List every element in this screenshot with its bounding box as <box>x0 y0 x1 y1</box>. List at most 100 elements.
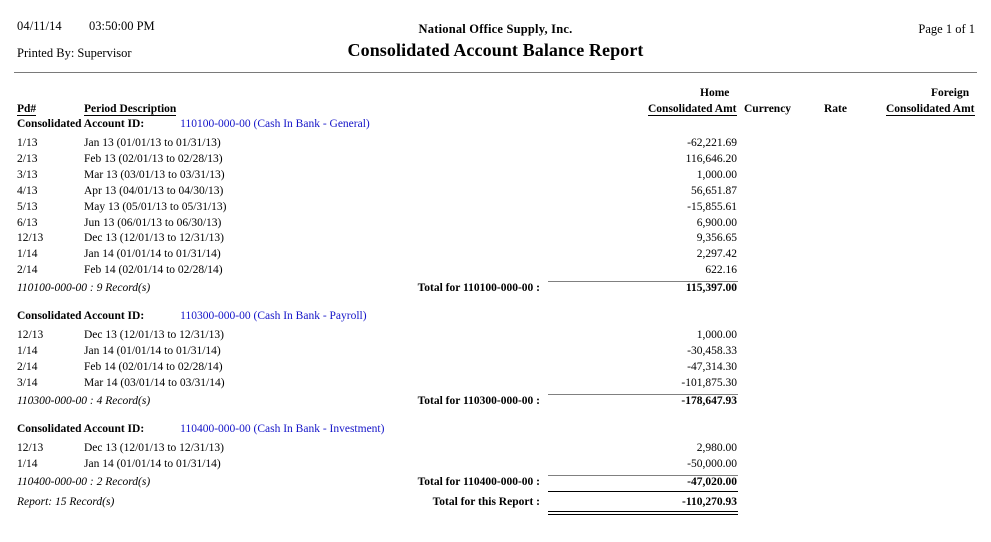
row-period-number: 6/13 <box>17 216 38 229</box>
header-divider <box>14 72 977 73</box>
row-period-description: Jan 14 (01/01/14 to 01/31/14) <box>84 457 221 470</box>
row-period-description: Dec 13 (12/01/13 to 12/31/13) <box>84 441 224 454</box>
section-record-count: 110400-000-00 : 2 Record(s) <box>17 475 151 488</box>
page-indicator: Page 1 of 1 <box>918 22 975 36</box>
row-period-number: 3/14 <box>17 376 38 389</box>
row-period-description: Dec 13 (12/01/13 to 12/31/13) <box>84 329 224 342</box>
account-id-value[interactable]: 110400-000-00 (Cash In Bank - Investment… <box>180 422 385 435</box>
subtotal-divider <box>548 281 738 283</box>
row-period-number: 5/13 <box>17 200 38 213</box>
row-period-number: 12/13 <box>17 441 44 454</box>
row-period-description: Feb 13 (02/01/13 to 02/28/13) <box>84 152 223 165</box>
section-total-amount: 115,397.00 <box>685 282 737 295</box>
section-total-label: Total for 110400-000-00 : <box>417 475 540 488</box>
row-period-number: 2/14 <box>17 360 38 373</box>
grand-total-divider-bottom-1 <box>548 511 738 512</box>
table-row: 12/13 Dec 13 (12/01/13 to 12/31/13) 2,980.… <box>0 442 991 458</box>
row-consolidated-amount: -62,221.69 <box>687 137 737 149</box>
row-period-description: Jan 13 (01/01/13 to 01/31/13) <box>84 137 221 149</box>
grand-total-divider-bottom-2 <box>548 514 738 515</box>
column-header-period-description: Period Description <box>84 103 177 116</box>
subtotal-divider <box>548 474 738 476</box>
row-period-number: 2/14 <box>17 264 38 277</box>
row-period-number: 12/13 <box>17 329 44 342</box>
row-period-number: 4/13 <box>17 184 38 197</box>
section-record-count: 110300-000-00 : 4 Record(s) <box>17 394 151 407</box>
account-id-value[interactable]: 110100-000-00 (Cash In Bank - General) <box>180 118 370 130</box>
row-period-number: 2/13 <box>17 152 38 165</box>
row-consolidated-amount: 2,980.00 <box>696 441 737 454</box>
report-total-amount: -110,270.93 <box>682 496 737 508</box>
table-row: 3/13 Mar 13 (03/01/13 to 03/31/13) 1,000.0… <box>0 169 991 185</box>
row-period-number: 12/13 <box>17 232 44 245</box>
row-period-description: Dec 13 (12/01/13 to 12/31/13) <box>84 232 224 245</box>
row-period-number: 1/14 <box>17 248 38 261</box>
row-period-description: Apr 13 (04/01/13 to 04/30/13) <box>84 184 224 197</box>
row-period-description: May 13 (05/01/13 to 05/31/13) <box>84 200 227 213</box>
table-row: 4/13 Apr 13 (04/01/13 to 04/30/13) 56,651.… <box>0 185 991 201</box>
column-header-rate: Rate <box>824 103 847 115</box>
row-period-description: Jan 14 (01/01/14 to 01/31/14) <box>84 248 221 261</box>
report-record-count: Report: 15 Record(s) <box>17 496 115 508</box>
section-record-count: 110100-000-00 : 9 Record(s) <box>17 282 151 295</box>
account-id-label: Consolidated Account ID: <box>17 422 145 435</box>
row-consolidated-amount: 1,000.00 <box>696 168 737 181</box>
account-header: Consolidated Account ID: 110400-000-00 (C… <box>17 423 384 435</box>
table-row: 5/13 May 13 (05/01/13 to 05/31/13) -15,855… <box>0 201 991 217</box>
account-header: Consolidated Account ID: 110100-000-00 (C… <box>17 118 370 130</box>
company-name: National Office Supply, Inc. <box>418 22 573 36</box>
table-row: 1/14 Jan 14 (01/01/14 to 01/31/14) -50,000… <box>0 458 991 474</box>
row-consolidated-amount: -30,458.33 <box>687 345 737 357</box>
row-period-number: 1/14 <box>17 457 38 470</box>
row-period-description: Feb 14 (02/01/14 to 02/28/14) <box>84 360 223 373</box>
table-row: 12/13 Dec 13 (12/01/13 to 12/31/13) 1,000.… <box>0 329 991 345</box>
section-total-amount: -178,647.93 <box>681 394 737 407</box>
column-header-home: Home <box>700 87 730 99</box>
row-consolidated-amount: -47,314.30 <box>687 360 737 373</box>
column-header-consolidated-amt: Consolidated Amt <box>648 103 737 116</box>
account-id-value[interactable]: 110300-000-00 (Cash In Bank - Payroll) <box>180 310 367 323</box>
row-consolidated-amount: 9,356.65 <box>696 232 737 245</box>
column-header-foreign-consolidated-amt: Consolidated Amt <box>886 103 975 116</box>
row-period-description: Jun 13 (06/01/13 to 06/30/13) <box>84 216 222 229</box>
row-consolidated-amount: -101,875.30 <box>681 376 737 389</box>
column-header-foreign: Foreign <box>931 87 970 99</box>
account-id-label: Consolidated Account ID: <box>17 310 145 323</box>
table-row: 2/13 Feb 13 (02/01/13 to 02/28/13) 116,646… <box>0 153 991 169</box>
table-row: 2/14 Feb 14 (02/01/14 to 02/28/14) -47,314… <box>0 361 991 377</box>
row-consolidated-amount: -50,000.00 <box>687 457 737 470</box>
printed-by: Printed By: Supervisor <box>17 46 132 60</box>
table-row: 1/14 Jan 14 (01/01/14 to 01/31/14) -30,458… <box>0 345 991 361</box>
table-row: 3/14 Mar 14 (03/01/14 to 03/31/14) -101,87… <box>0 377 991 393</box>
section-total-amount: -47,020.00 <box>687 475 737 488</box>
report-date: 04/11/14 <box>17 19 62 33</box>
row-period-number: 1/13 <box>17 137 38 149</box>
section-total-label: Total for 110100-000-00 : <box>417 282 540 295</box>
column-header-pd: Pd# <box>17 103 37 116</box>
row-period-number: 3/13 <box>17 168 38 181</box>
table-row: 6/13 Jun 13 (06/01/13 to 06/30/13) 6,900.0… <box>0 217 991 233</box>
account-id-label: Consolidated Account ID: <box>17 118 145 130</box>
section-total-label: Total for 110300-000-00 : <box>417 394 540 407</box>
table-row: 1/14 Jan 14 (01/01/14 to 01/31/14) 2,297.4… <box>0 248 991 264</box>
table-row: 1/13 Jan 13 (01/01/13 to 01/31/13) -62,221… <box>0 137 991 153</box>
grand-total-divider-top <box>548 491 738 492</box>
row-period-number: 1/14 <box>17 345 38 357</box>
row-period-description: Feb 14 (02/01/14 to 02/28/14) <box>84 264 223 277</box>
row-consolidated-amount: -15,855.61 <box>687 200 737 213</box>
table-row: 12/13 Dec 13 (12/01/13 to 12/31/13) 9,356.… <box>0 232 991 248</box>
row-consolidated-amount: 622.16 <box>705 264 737 277</box>
row-consolidated-amount: 6,900.00 <box>696 216 737 229</box>
column-header-currency: Currency <box>744 103 792 115</box>
row-period-description: Jan 14 (01/01/14 to 01/31/14) <box>84 345 221 357</box>
table-row: 2/14 Feb 14 (02/01/14 to 02/28/14) 622.16 <box>0 264 991 280</box>
row-consolidated-amount: 2,297.42 <box>696 248 737 261</box>
row-period-description: Mar 13 (03/01/13 to 03/31/13) <box>84 168 225 181</box>
row-consolidated-amount: 116,646.20 <box>685 152 737 165</box>
subtotal-divider <box>548 393 738 395</box>
report-time: 03:50:00 PM <box>89 19 155 33</box>
row-consolidated-amount: 56,651.87 <box>691 184 737 197</box>
report-total-label: Total for this Report : <box>432 496 540 508</box>
account-header: Consolidated Account ID: 110300-000-00 (C… <box>17 310 367 322</box>
